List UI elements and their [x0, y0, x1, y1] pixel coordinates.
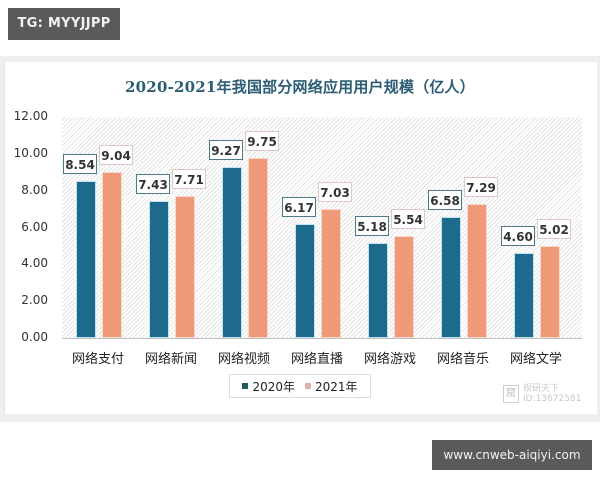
bar-2021	[175, 196, 195, 338]
bar-2020	[441, 216, 461, 338]
category-label: 网络音乐	[436, 352, 489, 367]
data-label-2021: 5.02	[537, 218, 571, 239]
data-label-2021: 9.04	[99, 144, 133, 165]
legend-swatch-2021	[305, 383, 311, 389]
bar-2021	[248, 158, 268, 338]
watermark-line-1: 观研天下	[523, 384, 560, 394]
data-label-2021: 7.71	[172, 169, 206, 189]
data-label-2021: 7.03	[318, 181, 352, 202]
bar-2020	[295, 224, 315, 338]
data-label-2020: 7.43	[136, 174, 170, 195]
y-tick-label: 10.00	[13, 145, 48, 160]
watermark-line-2: ID:13672581	[523, 394, 582, 404]
category-label: 网络支付	[71, 352, 124, 367]
bar-2020	[76, 180, 96, 338]
data-label-2021: 9.75	[245, 131, 279, 152]
y-tick-label: 2.00	[21, 293, 48, 308]
data-label-2020: 6.17	[282, 197, 316, 218]
y-tick-label: 0.00	[21, 330, 48, 344]
top-tag-label: TG: MYYJJPP	[8, 8, 120, 40]
watermark-text: 观研天下 ID:13672581	[523, 384, 581, 404]
category-label: 网络直播	[290, 352, 343, 367]
data-label-2020: 5.18	[355, 215, 389, 236]
chart-title: 2020-2021年我国部分网络应用用户规模（亿人）	[125, 78, 475, 96]
y-tick-label: 12.00	[13, 109, 48, 123]
watermark-logo-icon: 窟	[503, 385, 519, 403]
watermark: 窟 观研天下 ID:13672581	[503, 384, 581, 404]
bar-2020	[149, 201, 169, 338]
bar-2021	[394, 235, 414, 338]
bar-2020	[368, 242, 388, 338]
category-label: 网络新闻	[144, 352, 197, 367]
bar-2021	[467, 203, 487, 338]
y-tick-label: 4.00	[21, 256, 48, 271]
legend: 2020年 2021年	[229, 374, 371, 398]
bar-2020	[514, 253, 534, 338]
bar-2021	[102, 171, 122, 338]
y-tick-label: 6.00	[21, 219, 48, 234]
x-axis-line	[62, 338, 582, 339]
bar-2021	[540, 245, 560, 338]
data-label-2020: 8.54	[63, 153, 97, 174]
category-label: 网络文学	[509, 352, 562, 367]
legend-item-2021: 2021年	[305, 378, 358, 395]
data-label-2021: 7.29	[464, 176, 498, 197]
data-label-2020: 6.58	[428, 189, 462, 210]
y-tick-label: 8.00	[21, 182, 48, 197]
data-label-2021: 5.54	[391, 208, 425, 229]
legend-label-2020: 2020年	[252, 379, 295, 394]
legend-item-2020: 2020年	[242, 378, 295, 395]
bottom-site-label: www.cnweb-aiqiyi.com	[432, 440, 592, 470]
legend-label-2021: 2021年	[315, 379, 358, 394]
data-label-2020: 9.27	[209, 140, 243, 161]
data-label-2020: 4.60	[501, 226, 535, 247]
bar-2021	[321, 208, 341, 338]
legend-swatch-2020	[242, 383, 249, 389]
category-label: 网络视频	[217, 352, 270, 367]
bar-2020	[222, 167, 242, 338]
category-label: 网络游戏	[363, 352, 416, 367]
